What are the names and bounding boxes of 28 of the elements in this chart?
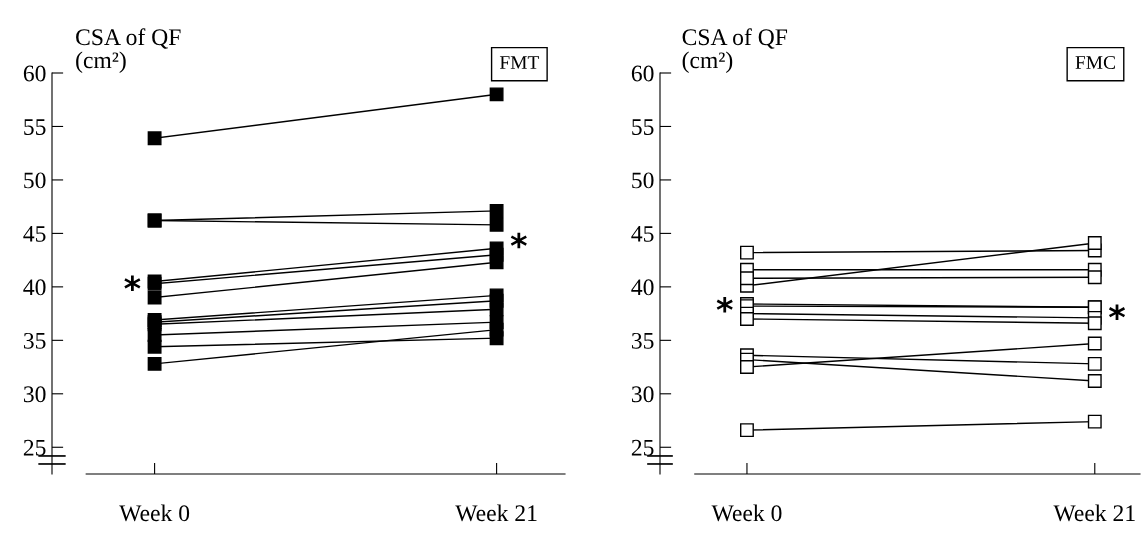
annotation: * [1108,304,1126,320]
y-tick-label: 45 [631,226,654,242]
y-tick-label: 60 [23,65,46,82]
y-tick-label: 45 [23,226,46,242]
y-tick-label: 40 [23,279,46,296]
y-tick-label: 35 [631,332,654,349]
annotation: * [510,232,527,249]
y-tick-label: 35 [23,332,46,349]
y-tick-label: 55 [632,119,654,135]
chart-title: FMC [1075,55,1115,70]
y-tick-label: 25 [23,439,46,456]
y-tick-label: 25 [631,439,654,456]
y-tick-label: 30 [23,386,46,403]
x-tick-label: Week 21 [1053,504,1135,522]
y-tick-label: 50 [24,172,46,189]
y-tick-label: 60 [631,65,654,82]
y-tick-label: 40 [631,279,654,296]
y-tick-label: 55 [24,119,46,135]
x-tick-label: Week 0 [711,504,782,522]
y-tick-label: 50 [632,172,654,189]
x-tick-label: Week 21 [455,504,537,522]
chart-title: FMT [499,56,540,69]
y-axis-title: CSA of QF (cm²) [76,28,181,73]
x-tick-label: Week 0 [119,504,190,522]
y-tick-label: 30 [631,386,654,403]
annotation: * [124,275,141,292]
y-axis-title: CSA of QF (cm²) [682,28,788,73]
annotation: * [716,296,733,313]
